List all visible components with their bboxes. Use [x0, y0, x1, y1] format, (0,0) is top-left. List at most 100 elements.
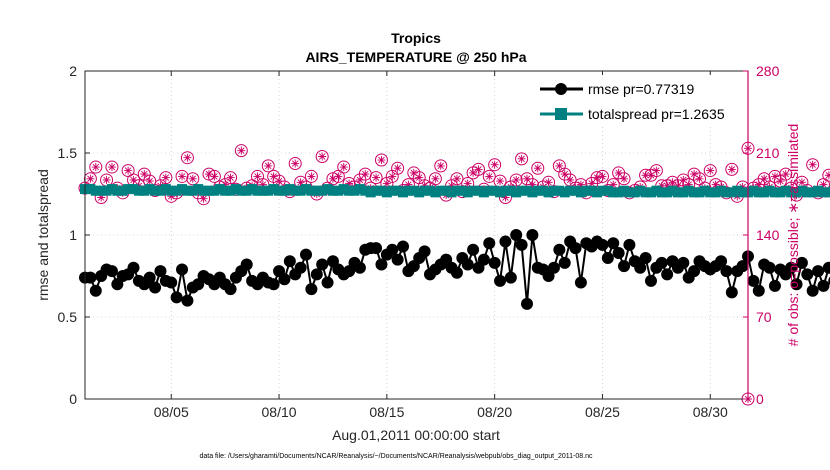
spread-point-92: [575, 187, 586, 198]
obs-point-circle-29: [234, 144, 248, 158]
spread-point-42: [306, 185, 317, 196]
obs-point-65: [428, 172, 442, 186]
rmse-point-82: [521, 297, 533, 310]
obs-point-circle-20: [186, 172, 200, 186]
rmse-point-137: [817, 279, 830, 292]
obs-point-star-60: [404, 180, 413, 189]
obs-point-circle-39: [288, 157, 302, 171]
y-axis-label-left: rmse and totalspread: [35, 169, 51, 301]
spread-point-19: [182, 185, 193, 196]
rmse-point-35: [267, 278, 280, 291]
obs-point-star-55: [377, 156, 386, 165]
rmse-point-104: [639, 251, 652, 264]
rmse-point-14: [154, 265, 167, 278]
y-right-tick-label-4: 280: [756, 63, 780, 79]
obs-point-star-77: [496, 177, 505, 186]
obs-point-star-29: [237, 146, 246, 155]
obs-point-star-90: [566, 175, 575, 184]
spread-point-127: [764, 185, 775, 196]
spread-point-107: [656, 187, 667, 198]
x-tick-label-4: 08/25: [585, 404, 620, 420]
y-right-tick-label-1: 70: [756, 309, 772, 325]
spread-point-72: [468, 185, 479, 196]
rmse-point-38: [283, 255, 296, 268]
spread-point-44: [317, 185, 328, 196]
spread-point-117: [710, 187, 721, 198]
obs-point-circle-75: [482, 169, 496, 183]
spread-point-24: [209, 185, 220, 196]
obs-point-circle-96: [595, 169, 609, 183]
obs-point-96: [595, 169, 609, 183]
obs-point-star-98: [609, 180, 618, 189]
y-left-tick-label-1: 0.5: [58, 309, 78, 325]
spread-point-135: [807, 187, 818, 198]
rmse-point-43: [310, 268, 323, 281]
spread-point-118: [716, 185, 727, 196]
spread-point-60: [403, 185, 414, 196]
obs-point-27: [224, 171, 238, 185]
spread-point-14: [155, 185, 166, 196]
spread-point-113: [689, 187, 700, 198]
spread-point-82: [522, 185, 532, 196]
spread-point-17: [171, 185, 182, 196]
spread-point-83: [527, 187, 538, 198]
rmse-point-42: [305, 283, 318, 296]
obs-point-circle-100: [617, 172, 631, 186]
spread-point-133: [796, 185, 807, 196]
rmse-point-19: [181, 294, 194, 307]
spread-point-131: [786, 187, 797, 198]
rmse-point-76: [488, 256, 501, 269]
spread-point-100: [619, 185, 630, 196]
spread-point-70: [457, 185, 468, 196]
rmse-point-13: [149, 281, 162, 294]
obs-point-star-121: [733, 192, 742, 201]
obs-point-circle-84: [531, 161, 545, 175]
obs-point-star-35: [269, 172, 278, 181]
obs-point-star-71: [463, 179, 472, 188]
obs-point-star-58: [393, 164, 402, 173]
obs-point-circle-54: [369, 171, 383, 185]
spread-point-93: [581, 185, 592, 196]
obs-point-star-128: [770, 172, 779, 181]
obs-point-55: [374, 153, 388, 167]
spread-point-64: [424, 185, 435, 196]
obs-point-star-104: [641, 171, 650, 180]
obs-point-circle-55: [374, 153, 388, 167]
rmse-point-45: [321, 276, 334, 289]
rmse-point-118: [715, 255, 728, 268]
spread-point-88: [554, 185, 565, 196]
rmse-point-30: [240, 258, 253, 271]
rmse-point-5: [105, 265, 118, 278]
obs-point-69: [450, 172, 464, 186]
spread-point-34: [263, 185, 274, 196]
spread-point-130: [780, 185, 791, 196]
spread-point-77: [495, 187, 506, 198]
obs-point-star-106: [652, 166, 661, 175]
obs-point-star-89: [560, 170, 569, 179]
rmse-point-124: [747, 274, 760, 287]
rmse-point-9: [127, 261, 140, 274]
obs-point-star-88: [555, 161, 564, 170]
spread-point-49: [344, 185, 355, 196]
spread-point-96: [597, 185, 608, 196]
spread-point-16: [166, 185, 177, 196]
obs-point-star-133: [797, 178, 806, 187]
obs-point-star-39: [291, 159, 300, 168]
obs-point-star-83: [528, 180, 537, 189]
spread-point-101: [624, 187, 635, 198]
obs-point-15: [159, 171, 173, 185]
obs-point-star-99: [614, 168, 623, 177]
obs-point-star-2: [91, 163, 100, 172]
obs-point-star-9: [129, 175, 138, 184]
rmse-point-131: [785, 261, 798, 274]
spread-point-68: [446, 187, 457, 198]
obs-point-star-11: [140, 170, 149, 179]
spread-point-10: [133, 185, 144, 196]
obs-point-circle-77: [493, 174, 507, 188]
obs-point-circle-5: [105, 160, 119, 174]
spread-point-99: [613, 187, 624, 198]
rmse-point-138: [822, 261, 830, 274]
obs-point-star-1: [86, 174, 95, 183]
spread-point-121: [732, 185, 743, 196]
